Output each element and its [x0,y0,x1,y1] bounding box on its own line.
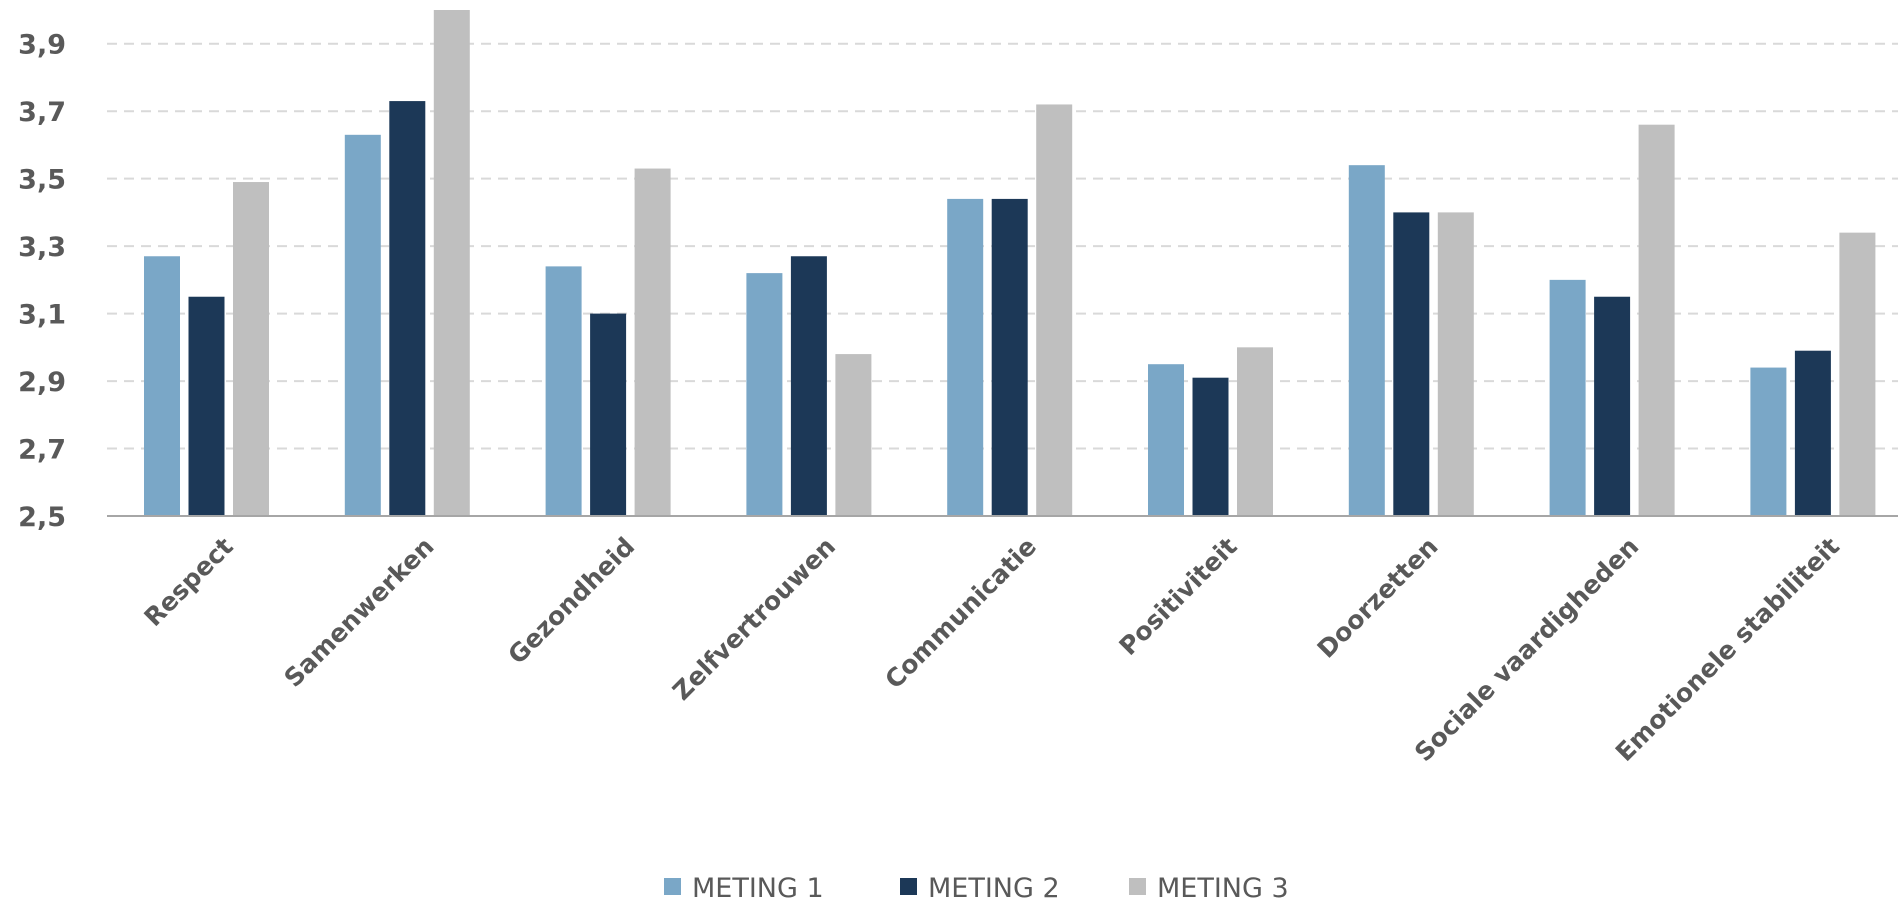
legend-label-2: METING 2 [928,873,1060,904]
bar-2-4 [991,198,1028,516]
bar-1-6 [1348,165,1385,516]
bar-1-2 [545,266,582,516]
bar-2-2 [590,313,627,516]
y-tick-label: 3,5 [18,165,66,196]
legend-swatch-1 [664,878,681,895]
x-tick-label: Respect [139,532,239,632]
bar-1-0 [144,256,180,516]
x-tick-label: Gezondheid [502,532,640,670]
x-tick-label: Samenwerken [278,532,439,693]
bar-2-5 [1192,377,1229,516]
bar-2-7 [1594,296,1631,516]
bar-3-6 [1437,212,1474,516]
bar-2-8 [1794,350,1831,516]
y-tick-label: 2,7 [18,435,66,466]
bar-1-8 [1750,367,1787,516]
bar-3-3 [835,354,872,516]
bar-2-0 [188,296,225,516]
x-tick-label: Positiviteit [1114,532,1243,661]
legend-swatch-3 [1129,878,1146,895]
bars [144,10,1876,517]
bar-2-3 [790,256,827,516]
y-axis-ticks: 2,5 2,7 2,9 3,1 3,3 3,5 3,7 3,9 [18,30,66,533]
y-tick-label: 2,9 [18,367,66,398]
y-tick-label: 3,9 [18,30,66,61]
bar-1-3 [746,273,783,516]
y-tick-label: 3,7 [18,97,66,128]
x-tick-label: Emotionele stabiliteit [1610,532,1845,767]
bar-2-6 [1393,212,1430,516]
x-tick-label: Doorzetten [1312,532,1444,664]
legend: METING 1 METING 2 METING 3 [664,873,1289,904]
bar-1-4 [947,198,984,516]
x-tick-label: Sociale vaardigheden [1409,532,1644,767]
bar-3-5 [1237,347,1273,516]
bar-3-7 [1638,124,1675,517]
x-tick-label: Zelfvertrouwen [667,532,841,706]
bar-3-8 [1839,232,1876,516]
legend-label-1: METING 1 [692,873,824,904]
legend-swatch-2 [900,878,917,895]
x-axis-ticks: Respect Samenwerken Gezondheid Zelfvertrouw… [139,532,1846,767]
bar-3-2 [634,168,671,516]
bar-1-5 [1148,364,1184,516]
legend-label-3: METING 3 [1157,873,1289,904]
bar-2-1 [389,101,426,516]
y-tick-label: 2,5 [18,502,66,533]
y-tick-label: 3,1 [18,300,66,331]
x-tick-label: Communicatie [879,532,1042,695]
bar-3-1 [433,10,470,516]
bar-1-1 [344,134,381,516]
bar-3-0 [233,182,269,517]
bar-3-4 [1036,104,1073,516]
bar-1-7 [1549,279,1586,516]
y-tick-label: 3,3 [18,232,66,263]
